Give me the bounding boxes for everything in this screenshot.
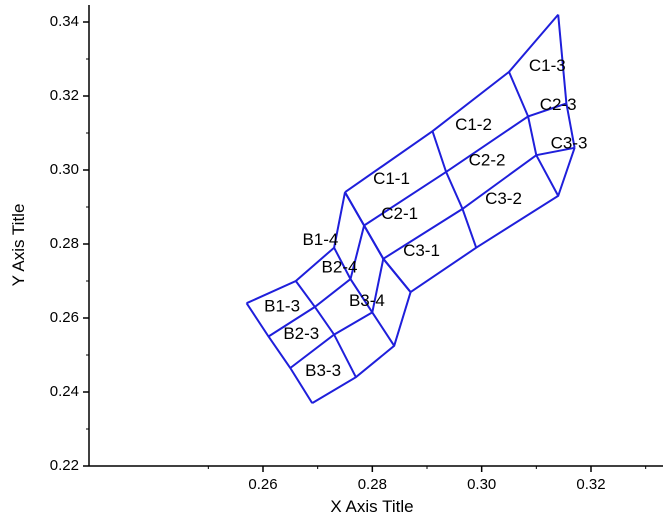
cell-label-c1-3: C1-3 — [529, 56, 566, 75]
cell-label-b3-4: B3-4 — [349, 291, 385, 310]
mesh-line-b-row-1 — [267, 225, 366, 338]
cell-label-b3-3: B3-3 — [305, 361, 341, 380]
mesh-line-b-row-3 — [311, 291, 412, 404]
mesh-line-c-col-0 — [344, 191, 412, 293]
mesh-line-c-col-3 — [557, 14, 576, 148]
x-axis-title: X Axis Title — [330, 497, 413, 516]
mesh-line-b-row-2 — [289, 258, 385, 369]
mesh-line-c-col-2 — [508, 71, 560, 197]
cell-label-b2-4: B2-4 — [322, 257, 358, 276]
mesh-line-c-col-1 — [431, 130, 478, 249]
cell-label-c2-1: C2-1 — [381, 204, 418, 223]
mesh-line-c-row-2 — [382, 146, 575, 260]
y-tick-label: 0.30 — [50, 161, 79, 178]
y-tick-label: 0.24 — [50, 383, 79, 400]
mesh-grid — [245, 13, 576, 404]
cell-label-c2-2: C2-2 — [469, 150, 506, 169]
x-tick-label: 0.28 — [358, 476, 387, 493]
mesh-line-b-row-0 — [246, 192, 346, 305]
x-tick-label: 0.32 — [576, 476, 605, 493]
y-tick-label: 0.26 — [50, 309, 79, 326]
mesh-line-c-row-0 — [344, 13, 559, 194]
mesh-line-b-col-0 — [245, 302, 314, 404]
mesh-line-b-col-1 — [294, 280, 357, 378]
y-tick-label: 0.32 — [50, 87, 79, 104]
x-tick-label: 0.26 — [248, 476, 277, 493]
cell-label-c3-2: C3-2 — [485, 189, 522, 208]
cell-label-b1-3: B1-3 — [264, 296, 300, 315]
cell-label-b2-3: B2-3 — [283, 324, 319, 343]
mesh-line-b-col-2 — [333, 247, 396, 347]
y-tick-label: 0.22 — [50, 457, 79, 474]
mesh-line-c-row-3 — [410, 147, 576, 293]
cell-label-c3-3: C3-3 — [551, 134, 588, 153]
cell-labels: B1-3 B1-4 B2-3 B2-4 B3-3 B3-4 C1-1 C1-2 C1-3 C2-1… — [264, 56, 587, 380]
y-tick-label: 0.28 — [50, 235, 79, 252]
cell-label-c1-1: C1-1 — [373, 169, 410, 188]
x-tick-label: 0.30 — [467, 476, 496, 493]
axes: 0.22 0.24 0.26 0.28 0.30 0.32 0.34 0.26 0.28 0.30… — [50, 5, 663, 493]
cell-label-b1-4: B1-4 — [302, 230, 338, 249]
cell-label-c2-3: C2-3 — [540, 95, 577, 114]
cell-label-c1-2: C1-2 — [455, 115, 492, 134]
y-axis-title: Y Axis Title — [9, 204, 28, 287]
cell-label-c3-1: C3-1 — [403, 241, 440, 260]
mesh-line-c-row-1 — [363, 102, 567, 227]
y-tick-label: 0.34 — [50, 13, 79, 30]
